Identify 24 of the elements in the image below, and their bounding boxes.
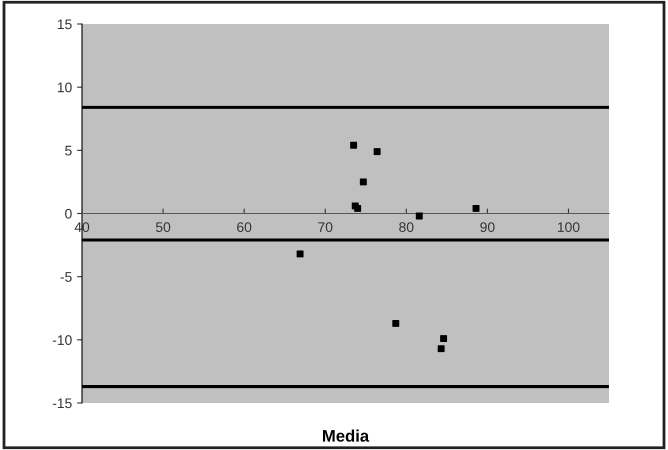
y-tick-label: 15 xyxy=(58,19,72,30)
y-tick-label: -5 xyxy=(60,272,72,282)
x-tick-label: 100 xyxy=(558,222,580,232)
point xyxy=(374,148,381,156)
point xyxy=(350,142,358,149)
point xyxy=(416,212,423,220)
y-tick-label: 0 xyxy=(65,208,72,219)
point xyxy=(296,250,304,258)
point xyxy=(354,204,362,212)
x-tick-label: 80 xyxy=(399,222,414,232)
x-tick-label: 90 xyxy=(480,222,495,232)
point xyxy=(438,345,445,352)
y-tick-label: -15 xyxy=(52,398,72,408)
x-axis-title: Media xyxy=(323,430,370,442)
y-tick-label: 5 xyxy=(65,146,72,156)
point xyxy=(440,335,448,342)
point xyxy=(392,320,400,327)
point xyxy=(360,178,367,186)
x-tick-label: 60 xyxy=(237,222,252,232)
y-tick-label: 10 xyxy=(58,82,72,92)
x-tick-label: 50 xyxy=(156,222,170,232)
x-tick-label: 70 xyxy=(318,222,332,232)
y-tick-label: -10 xyxy=(52,335,72,346)
point xyxy=(472,204,480,212)
